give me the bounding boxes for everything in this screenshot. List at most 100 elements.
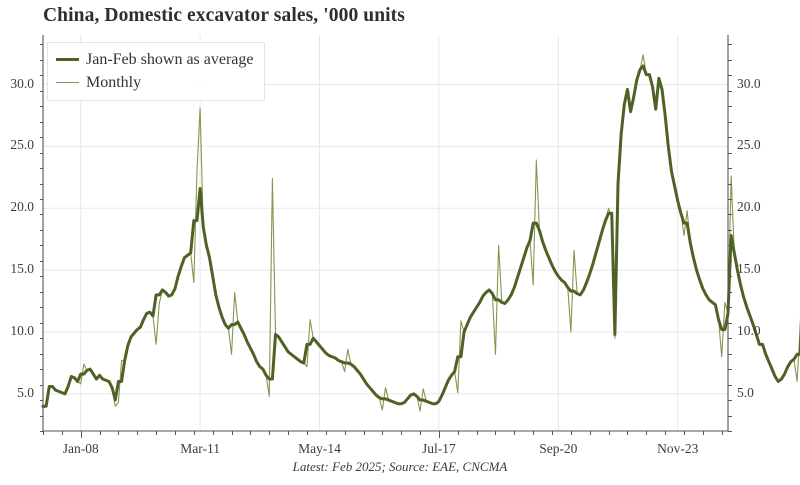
axis-tick (514, 431, 516, 435)
y-axis-tick-label-left: 30.0 (10, 75, 34, 91)
y-axis-tick-label-right: 5.0 (737, 384, 754, 400)
x-axis-tick-label: Jan-08 (62, 441, 99, 456)
axis-tick (382, 431, 384, 435)
axis-tick (728, 44, 732, 46)
axis-tick (728, 384, 732, 386)
axis-tick (39, 307, 43, 309)
axis-tick (39, 322, 43, 324)
axis-tick (39, 214, 43, 216)
axis-tick (702, 431, 704, 435)
axis-tick (118, 431, 120, 435)
axis-tick (174, 431, 176, 435)
y-axis-tick-label-left: 10.0 (10, 323, 34, 338)
legend-swatch-monthly-icon (56, 82, 79, 83)
axis-tick (728, 168, 732, 170)
axis-tick (728, 198, 732, 200)
y-axis-tick-label-right: 30.0 (737, 75, 761, 91)
axis-tick (39, 198, 43, 200)
chart-legend: Jan-Feb shown as average Monthly (47, 42, 265, 101)
axis-tick (728, 338, 732, 340)
axis-tick (39, 291, 43, 293)
axis-tick (728, 75, 732, 77)
axis-tick (728, 369, 732, 371)
axis-tick (269, 431, 271, 435)
axis-tick (728, 291, 732, 293)
axis-tick (728, 90, 732, 92)
axis-tick (728, 59, 732, 61)
y-axis-tick-label-left: 25.0 (10, 137, 34, 153)
axis-tick (728, 322, 732, 324)
axis-tick (325, 431, 327, 435)
axis-tick (39, 384, 43, 386)
axis-tick (420, 431, 422, 435)
axis-tick (80, 431, 82, 438)
axis-tick (476, 431, 478, 435)
axis-tick (39, 338, 43, 340)
axis-tick (344, 431, 346, 435)
axis-tick (728, 183, 732, 185)
legend-swatch-average-icon (56, 58, 79, 61)
axis-tick (39, 245, 43, 247)
axis-tick (306, 431, 308, 435)
axis-tick (728, 137, 732, 139)
axis-tick (39, 137, 43, 139)
axis-tick (43, 431, 44, 435)
axis-tick (495, 431, 497, 435)
axis-tick (728, 260, 732, 262)
axis-tick (570, 431, 572, 435)
axis-tick (99, 431, 101, 435)
axis-tick (401, 431, 403, 435)
axis-tick (589, 431, 591, 435)
axis-tick (250, 431, 252, 435)
axis-tick (61, 431, 63, 435)
axis-tick (288, 431, 290, 435)
axis-tick (39, 369, 43, 371)
axis-tick (728, 106, 732, 108)
x-axis-tick-label: Mar-11 (180, 441, 220, 456)
axis-tick (156, 431, 158, 435)
axis-tick (363, 431, 365, 435)
y-axis-tick-label-right: 25.0 (737, 137, 761, 153)
axis-tick (728, 245, 732, 247)
y-axis-tick-label-left: 15.0 (10, 261, 34, 277)
axis-tick (39, 59, 43, 61)
y-axis-tick-label-right: 10.0 (737, 323, 761, 338)
legend-item-average: Jan-Feb shown as average (56, 48, 254, 71)
axis-tick (39, 400, 43, 402)
axis-tick (457, 431, 459, 435)
axis-tick (39, 75, 43, 77)
axis-tick (193, 431, 195, 435)
axis-tick (552, 431, 554, 435)
x-axis-tick-label: Sep-20 (539, 441, 578, 456)
axis-tick (728, 307, 732, 309)
axis-tick (39, 276, 43, 278)
y-axis-tick-label-right: 20.0 (737, 199, 761, 215)
axis-tick (684, 431, 685, 435)
axis-tick (39, 168, 43, 170)
axis-tick (39, 229, 43, 231)
axis-tick (39, 415, 43, 417)
chart-footnote: Latest: Feb 2025; Source: EAE, CNCMA (292, 459, 508, 474)
axis-tick (728, 415, 732, 417)
axis-tick (137, 431, 139, 435)
x-axis-tick-label: Nov-23 (657, 441, 699, 456)
axis-tick (39, 183, 43, 185)
axis-tick (728, 214, 732, 216)
y-axis-tick-label-right: 15.0 (737, 261, 761, 277)
y-axis-tick-label-left: 20.0 (10, 199, 34, 215)
axis-tick (39, 44, 43, 46)
axis-tick (438, 431, 440, 438)
axis-tick (39, 106, 43, 108)
axis-tick (728, 229, 732, 231)
axis-tick (39, 152, 43, 154)
axis-tick (231, 431, 233, 435)
axis-tick (39, 260, 43, 262)
legend-item-monthly: Monthly (56, 71, 254, 94)
axis-tick (608, 431, 610, 435)
axis-tick (728, 400, 732, 402)
axis-tick (665, 431, 667, 435)
axis-tick (627, 431, 629, 435)
axis-tick (728, 152, 732, 154)
axis-tick (39, 121, 43, 123)
